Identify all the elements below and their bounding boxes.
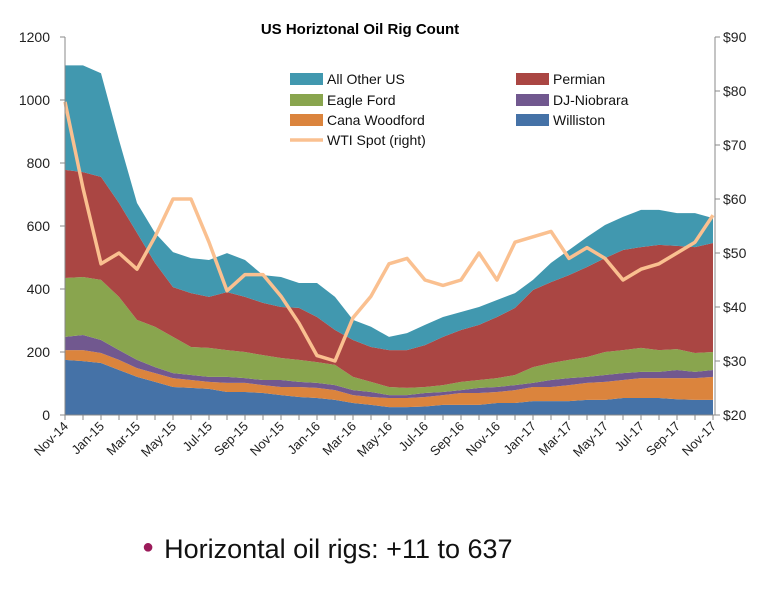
y-tick-label: 200 [27,344,51,360]
y2-tick-label: $50 [723,245,747,261]
x-tick-label: Sep-15 [211,419,251,459]
legend-label-dj-niobrara: DJ-Niobrara [553,92,629,108]
legend-label-permian: Permian [553,71,605,87]
y2-tick-label: $30 [723,353,747,369]
x-tick-label: Nov-17 [679,419,719,459]
area-williston [65,359,713,415]
y-tick-label: 800 [27,155,51,171]
x-tick-label: Nov-16 [463,419,503,459]
area-permian [65,169,713,388]
x-tick-label: Mar-16 [319,419,359,459]
y2-tick-label: $80 [723,83,747,99]
bullet-point: ● Horizontal oil rigs: +11 to 637 [142,534,513,565]
x-tick-label: Sep-16 [427,419,467,459]
legend-label-williston: Williston [553,112,605,128]
x-tick-label: Mar-17 [535,419,575,459]
x-tick-label: May-17 [570,419,611,460]
x-tick-label: Jan-17 [500,419,539,458]
x-tick-label: Nov-14 [31,419,71,459]
x-tick-label: Nov-15 [247,419,287,459]
x-tick-label: May-16 [354,419,395,460]
bullet-dot-icon: ● [142,536,155,558]
x-tick-label: Jul-16 [395,419,431,455]
y-tick-label: 0 [42,407,50,423]
y-tick-label: 400 [27,281,51,297]
chart-title: US Horiztonal Oil Rig Count [261,21,459,38]
y-tick-label: 1000 [19,92,50,108]
area-all-other-us [65,65,713,351]
x-tick-label: Mar-15 [103,419,143,459]
y2-tick-label: $20 [723,407,747,423]
legend-swatch-cana-woodford [290,114,323,126]
y-tick-label: 1200 [19,29,50,45]
y2-tick-label: $60 [723,191,747,207]
x-tick-label: Jul-17 [611,419,647,455]
x-tick-label: Jul-15 [179,419,215,455]
legend-swatch-eagle-ford [290,94,323,106]
legend-label-wti-spot-right: WTI Spot (right) [327,132,426,148]
y2-tick-label: $70 [723,137,747,153]
area-cana-woodford [65,350,713,408]
legend-label-cana-woodford: Cana Woodford [327,112,425,128]
x-tick-label: Jan-15 [68,419,107,458]
line-wti-spot [63,101,715,363]
legend-swatch-williston [516,114,549,126]
legend-label-eagle-ford: Eagle Ford [327,92,395,108]
y2-tick-label: $90 [723,29,747,45]
area-eagle-ford [65,277,713,396]
x-tick-label: May-15 [138,419,179,460]
bullet-text: Horizontal oil rigs: +11 to 637 [164,534,513,564]
x-tick-label: Sep-17 [643,419,683,459]
legend-label-all-other-us: All Other US [327,71,405,87]
legend-swatch-permian [516,73,549,85]
y-tick-label: 600 [27,218,51,234]
x-tick-label: Jan-16 [284,419,323,458]
rig-count-chart: US Horiztonal Oil Rig Count 0 200 400 600 80… [19,21,747,460]
y2-tick-label: $40 [723,299,747,315]
legend-swatch-all-other-us [290,73,323,85]
legend-swatch-dj-niobrara [516,94,549,106]
area-dj-niobrara [65,334,713,398]
